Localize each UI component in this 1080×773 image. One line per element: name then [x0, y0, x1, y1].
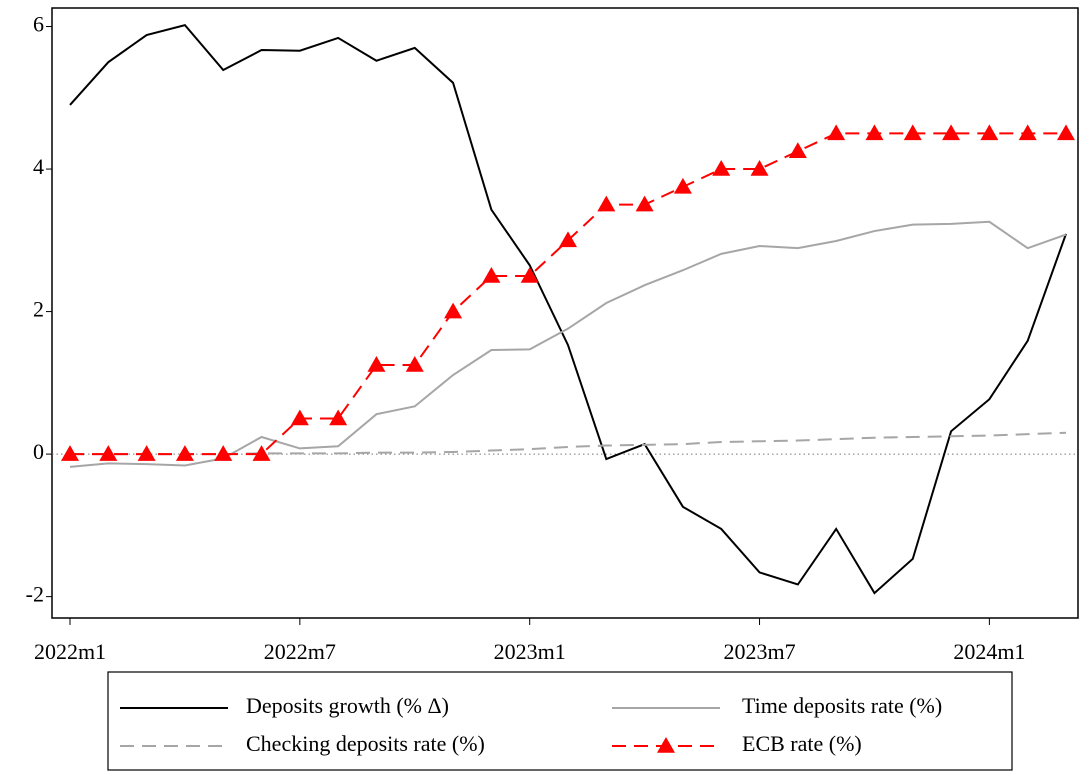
- series-marker: [405, 356, 424, 372]
- series-line: [70, 132, 1066, 456]
- y-tick-label: 4: [33, 154, 44, 179]
- series-marker: [750, 160, 769, 176]
- series-marker: [980, 124, 999, 141]
- series-marker: [635, 195, 654, 212]
- series-marker: [942, 124, 961, 141]
- y-tick-label: -2: [26, 582, 44, 607]
- series-line: [70, 431, 1067, 456]
- series-marker: [903, 124, 922, 141]
- y-tick-label: 2: [33, 297, 44, 322]
- x-tick-label: 2023m7: [723, 639, 795, 664]
- plot-frame: [51, 7, 1079, 619]
- series-marker: [520, 266, 539, 283]
- series-marker: [788, 142, 807, 158]
- x-tick-label: 2024m1: [953, 639, 1025, 664]
- legend-marker: [657, 737, 675, 753]
- series-marker: [482, 266, 501, 283]
- x-tick-label: 2022m7: [264, 639, 336, 664]
- legend-box: [107, 671, 1013, 771]
- y-tick-label: 0: [33, 439, 44, 464]
- y-tick-label: 6: [33, 12, 44, 37]
- series-line: [69, 23, 1067, 595]
- series-marker: [175, 445, 194, 461]
- series-marker: [329, 409, 348, 426]
- series-marker: [1018, 124, 1037, 141]
- series-marker: [1057, 124, 1075, 141]
- series-marker: [559, 231, 577, 248]
- series-marker: [712, 160, 731, 176]
- x-tick-label: 2023m1: [494, 639, 566, 664]
- legend-label: Checking deposits rate (%): [246, 731, 485, 756]
- legend-label: ECB rate (%): [742, 731, 862, 756]
- series-marker: [61, 445, 79, 461]
- series-marker: [597, 195, 616, 212]
- series-marker: [673, 177, 692, 194]
- legend-label: Time deposits rate (%): [742, 693, 942, 718]
- series-marker: [444, 302, 463, 319]
- x-tick-label: 2022m1: [34, 639, 106, 664]
- series-marker: [827, 124, 846, 141]
- series-marker: [252, 445, 271, 461]
- series-marker: [367, 356, 386, 372]
- legend-label: Deposits growth (% Δ): [246, 693, 449, 718]
- series-marker: [290, 409, 309, 426]
- series-line: [69, 220, 1067, 468]
- series-marker: [214, 445, 233, 461]
- series-marker: [865, 124, 884, 141]
- series-marker: [137, 445, 156, 461]
- series-marker: [99, 445, 118, 461]
